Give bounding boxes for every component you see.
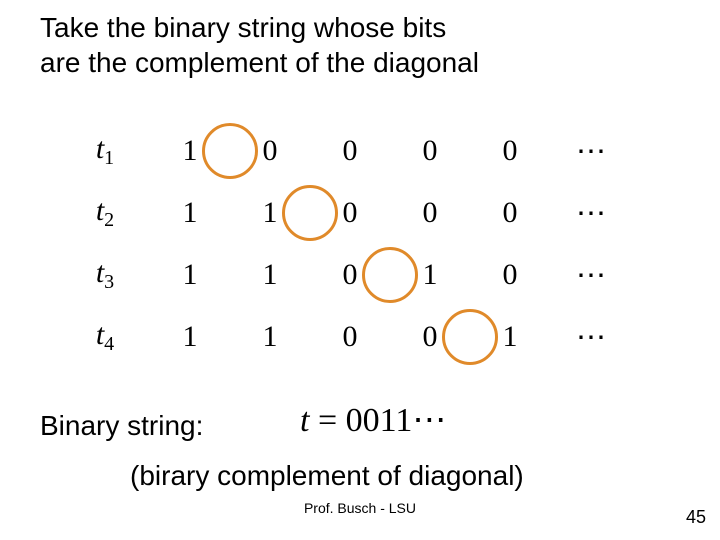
cell-r2c2: 1 — [230, 182, 310, 244]
diagonal-matrix: t1 1 0 0 0 0 ⋯ t2 1 1 0 0 0 ⋯ — [60, 120, 630, 368]
title-line-2: are the complement of the diagonal — [40, 45, 479, 80]
footer-credit: Prof. Busch - LSU — [0, 500, 720, 516]
cell-r1c2: 0 — [230, 120, 310, 182]
table-row: t4 1 1 0 0 1 ⋯ — [60, 306, 630, 368]
cell-r3c3: 0 — [310, 244, 390, 306]
cell-r4c1: 1 — [150, 306, 230, 368]
cell-r2c3: 0 — [310, 182, 390, 244]
cell-r3c5: 0 — [470, 244, 550, 306]
table-row: t1 1 0 0 0 0 ⋯ — [60, 120, 630, 182]
row-label-sub: 3 — [104, 271, 114, 293]
cell-r2c4: 0 — [390, 182, 470, 244]
result-dots: ⋯ — [412, 402, 448, 439]
result-equals: = — [309, 402, 345, 439]
result-equation: t = 0011⋯ — [300, 400, 448, 440]
cell-r1c1: 1 — [150, 120, 230, 182]
row-label-t2: t2 — [60, 182, 150, 244]
cell-r2c1: 1 — [150, 182, 230, 244]
row-label-base: t — [96, 194, 104, 227]
cell-r2c5: 0 — [470, 182, 550, 244]
cell-r2-dots: ⋯ — [550, 182, 630, 244]
cell-r1c3: 0 — [310, 120, 390, 182]
cell-r4c3: 0 — [310, 306, 390, 368]
page-number: 45 — [686, 507, 706, 528]
cell-r4-dots: ⋯ — [550, 306, 630, 368]
table-row: t3 1 1 0 1 0 ⋯ — [60, 244, 630, 306]
row-label-sub: 1 — [104, 147, 114, 169]
cell-r3c4: 1 — [390, 244, 470, 306]
cell-r1-dots: ⋯ — [550, 120, 630, 182]
result-label: Binary string: — [40, 410, 203, 442]
row-label-base: t — [96, 318, 104, 351]
cell-r4c5: 1 — [470, 306, 550, 368]
cell-r3-dots: ⋯ — [550, 244, 630, 306]
row-label-t4: t4 — [60, 306, 150, 368]
result-value: 0011 — [346, 402, 413, 439]
cell-r1c5: 0 — [470, 120, 550, 182]
cell-r3c1: 1 — [150, 244, 230, 306]
cell-r1c4: 0 — [390, 120, 470, 182]
row-label-base: t — [96, 256, 104, 289]
row-label-base: t — [96, 132, 104, 165]
row-label-t1: t1 — [60, 120, 150, 182]
title-line-1: Take the binary string whose bits — [40, 10, 479, 45]
caption: (birary complement of diagonal) — [130, 460, 524, 492]
cell-r4c2: 1 — [230, 306, 310, 368]
matrix-table: t1 1 0 0 0 0 ⋯ t2 1 1 0 0 0 ⋯ — [60, 120, 630, 368]
cell-r4c4: 0 — [390, 306, 470, 368]
row-label-sub: 4 — [104, 333, 114, 355]
slide: Take the binary string whose bits are th… — [0, 0, 720, 540]
row-label-t3: t3 — [60, 244, 150, 306]
table-row: t2 1 1 0 0 0 ⋯ — [60, 182, 630, 244]
row-label-sub: 2 — [104, 209, 114, 231]
cell-r3c2: 1 — [230, 244, 310, 306]
title-block: Take the binary string whose bits are th… — [40, 10, 479, 80]
